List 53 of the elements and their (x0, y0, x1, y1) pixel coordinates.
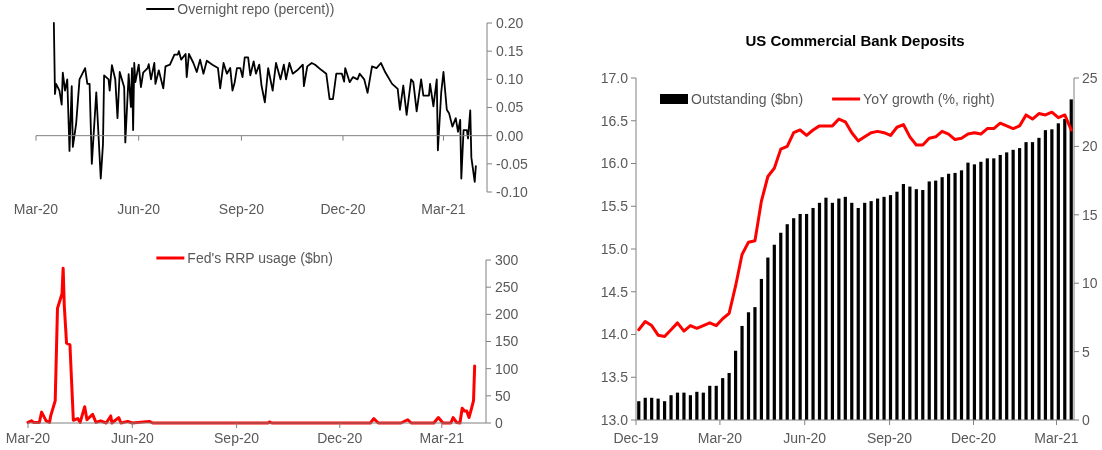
y-tick-label: 0.20 (496, 14, 524, 31)
y-tick-label: 14.5 (600, 283, 629, 300)
y-tick-label: 50 (495, 387, 511, 404)
line-series (26, 266, 477, 425)
y-tick-label: 17.0 (600, 69, 629, 86)
y-tick-label: 16.5 (600, 112, 629, 129)
y-tick-label: 300 (495, 251, 519, 268)
x-tick-label: Dec-20 (320, 201, 366, 217)
y2-tick-label: 25 (1082, 69, 1098, 86)
y-tick-label: 15.0 (600, 240, 629, 257)
legend-label: Overnight repo (percent)) (177, 0, 335, 17)
legend-label: Fed's RRP usage ($bn) (187, 249, 333, 266)
x-tick-label: Dec-19 (613, 430, 659, 446)
y-tick-label: 15.5 (600, 198, 629, 215)
y-tick-label: 13.0 (600, 411, 629, 428)
x-tick-label: Jun-20 (110, 430, 154, 446)
x-tick-label: Mar-21 (1034, 430, 1079, 446)
y-tick-label: 150 (495, 333, 519, 350)
y-tick-label: -0.10 (496, 183, 529, 200)
y-tick-label: 0.05 (496, 99, 524, 116)
chart-title: US Commercial Bank Deposits (745, 32, 965, 49)
y-tick-label: 0.15 (496, 43, 524, 60)
line-series (52, 22, 477, 183)
y-tick-label: 14.0 (600, 326, 629, 343)
y2-tick-label: 5 (1082, 343, 1090, 360)
x-tick-label: Mar-20 (697, 430, 743, 446)
x-tick-label: Jun-20 (783, 430, 827, 446)
y2-tick-label: 15 (1082, 206, 1098, 223)
y2-tick-label: 20 (1082, 138, 1098, 155)
y-tick-label: 0.00 (496, 127, 524, 144)
legend-label: Outstanding ($bn) (691, 90, 804, 107)
x-tick-label: Jun-20 (117, 201, 161, 217)
y-tick-label: 0 (495, 414, 503, 431)
x-tick-label: Mar-21 (421, 201, 466, 217)
x-tick-label: Mar-20 (5, 430, 51, 446)
x-tick-label: Sep-20 (218, 201, 265, 217)
x-tick-label: Mar-21 (419, 430, 465, 446)
y-tick-label: 0.10 (496, 71, 524, 88)
y-tick-label: -0.05 (496, 155, 529, 172)
y-tick-label: 16.0 (600, 155, 629, 172)
legend-label: YoY growth (%, right) (863, 90, 995, 107)
y2-tick-label: 10 (1082, 275, 1098, 292)
x-tick-label: Mar-20 (13, 201, 59, 217)
y-tick-label: 200 (495, 306, 519, 323)
line-series (637, 110, 1073, 339)
y-tick-label: 13.5 (600, 369, 629, 386)
x-tick-label: Dec-20 (950, 430, 997, 446)
y-tick-label: 100 (495, 360, 519, 377)
y2-tick-label: 0 (1082, 411, 1090, 428)
x-tick-label: Sep-20 (214, 430, 260, 446)
y-tick-label: 250 (495, 279, 519, 296)
x-tick-label: Dec-20 (317, 430, 363, 446)
x-tick-label: Sep-20 (867, 430, 913, 446)
